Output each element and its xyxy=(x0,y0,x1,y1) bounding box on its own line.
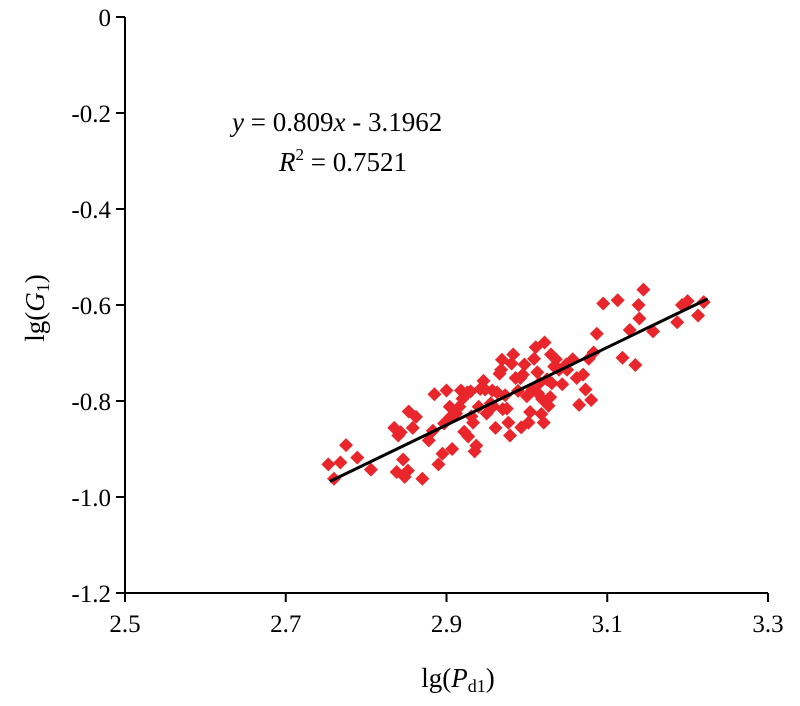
y-axis-title-var: G xyxy=(20,292,50,312)
data-point xyxy=(460,385,475,400)
data-point xyxy=(517,357,532,372)
data-point xyxy=(631,298,646,312)
data-point xyxy=(435,446,450,461)
x-tick-label: 2.9 xyxy=(431,611,462,638)
x-axis-title-prefix: lg( xyxy=(421,663,451,693)
x-ticks: 2.5 2.7 2.9 3.1 3.3 xyxy=(109,593,784,638)
data-point xyxy=(445,442,460,456)
data-point xyxy=(572,397,587,412)
data-point xyxy=(427,387,442,402)
data-point xyxy=(632,311,647,326)
data-point xyxy=(400,463,415,478)
equation-x-var: x xyxy=(332,107,345,137)
data-point xyxy=(636,282,651,297)
data-point xyxy=(680,294,695,309)
r-squared-var: R xyxy=(278,147,296,177)
x-tick-label: 3.3 xyxy=(752,611,783,638)
data-point xyxy=(461,429,476,444)
y-tick-label: -0.4 xyxy=(71,197,111,224)
data-point xyxy=(527,351,542,366)
data-point xyxy=(506,347,521,362)
data-point xyxy=(670,315,685,330)
x-tick-label: 2.5 xyxy=(109,611,140,638)
equation-y-var: y xyxy=(229,107,244,137)
data-point xyxy=(541,398,556,413)
x-tick-label: 2.7 xyxy=(270,611,301,638)
data-point xyxy=(488,420,503,435)
y-axis-title-close: ) xyxy=(20,274,50,283)
x-tick-label: 3.1 xyxy=(592,611,623,638)
data-point xyxy=(494,352,509,367)
data-point xyxy=(544,376,559,391)
data-point xyxy=(578,382,593,397)
data-point xyxy=(494,362,509,377)
data-point xyxy=(502,428,517,443)
data-point xyxy=(350,450,365,465)
y-tick-label: -0.2 xyxy=(71,101,111,128)
data-point xyxy=(543,390,558,405)
x-axis-title-var: P xyxy=(450,663,468,693)
data-point xyxy=(469,438,484,453)
data-point xyxy=(393,425,408,440)
y-axis-title: lg(G1) xyxy=(20,274,53,342)
data-point xyxy=(339,438,354,453)
data-point xyxy=(589,326,604,341)
data-point xyxy=(321,457,336,472)
y-tick-label: -0.8 xyxy=(71,389,111,416)
data-point xyxy=(396,452,411,467)
data-point xyxy=(439,383,454,398)
y-tick-label: -0.6 xyxy=(71,293,111,320)
data-point xyxy=(610,293,625,308)
r-squared-exponent: 2 xyxy=(296,145,305,164)
data-point xyxy=(596,296,611,311)
regression-line xyxy=(329,297,709,483)
data-point xyxy=(363,462,378,477)
data-point xyxy=(628,358,643,372)
data-point xyxy=(584,393,599,408)
y-axis-title-sub: 1 xyxy=(33,283,53,292)
data-point xyxy=(431,457,446,472)
data-point xyxy=(515,367,530,382)
data-point xyxy=(521,415,536,430)
r-squared-value: = 0.7521 xyxy=(304,147,407,177)
data-point xyxy=(536,415,551,430)
y-tick-label: -1.0 xyxy=(71,485,111,512)
data-points xyxy=(321,282,711,486)
data-point xyxy=(476,373,491,388)
data-point xyxy=(523,405,538,420)
regression-equation: y = 0.809x - 3.1962 xyxy=(229,107,442,137)
data-point xyxy=(576,367,591,382)
data-point xyxy=(485,383,500,398)
data-point xyxy=(405,420,420,435)
data-point xyxy=(555,377,570,392)
x-axis-title: lg(Pd1) xyxy=(421,663,495,696)
axes xyxy=(124,17,768,594)
equation-slope: = 0.809 xyxy=(244,107,333,137)
data-point xyxy=(408,409,423,424)
y-tick-label: 0 xyxy=(99,5,112,32)
data-point xyxy=(615,350,630,365)
data-point xyxy=(537,335,552,350)
r-squared: R2 = 0.7521 xyxy=(278,145,407,177)
y-axis-title-prefix: lg( xyxy=(20,312,50,342)
data-point xyxy=(501,415,516,430)
data-point xyxy=(333,455,348,470)
data-point xyxy=(499,401,514,416)
equation-intercept: - 3.1962 xyxy=(345,107,442,137)
data-point xyxy=(530,365,545,380)
x-axis-title-close: ) xyxy=(486,663,495,693)
x-axis-title-sub: d1 xyxy=(468,676,486,696)
data-point xyxy=(415,471,430,486)
data-point xyxy=(543,347,558,362)
y-tick-label: -1.2 xyxy=(71,581,111,608)
data-point xyxy=(466,415,481,430)
data-point xyxy=(691,308,706,323)
y-ticks: 0 -0.2 -0.4 -0.6 -0.8 -1.0 -1.2 xyxy=(71,5,125,608)
